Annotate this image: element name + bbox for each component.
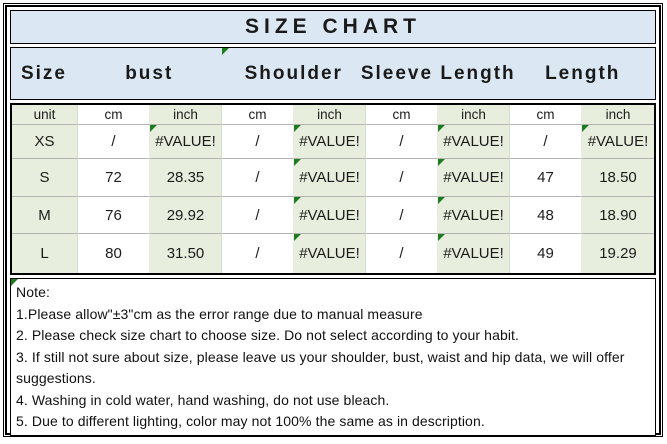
- error-indicator-icon: [438, 197, 445, 204]
- table-cell: 80: [78, 234, 150, 273]
- notes-heading: Note:: [16, 284, 50, 300]
- header-shoulder: Shoulder: [221, 48, 367, 99]
- table-cell: #VALUE!: [294, 125, 366, 159]
- table-cell: #VALUE!: [294, 159, 366, 197]
- unit-cm-cell: cm: [222, 105, 294, 125]
- note-line: 2. Please check size chart to choose siz…: [16, 327, 520, 343]
- unit-label-cell: unit: [12, 105, 78, 125]
- note-line: 4. Washing in cold water, hand washing, …: [16, 391, 390, 408]
- header-sleeve-length: Sleeve Length: [360, 62, 516, 84]
- error-indicator-icon: [582, 125, 589, 132]
- table-cell: /: [222, 197, 294, 234]
- table-cell: #VALUE!: [438, 234, 510, 273]
- table-cell: 19.29: [582, 234, 654, 273]
- table-cell: 18.50: [582, 159, 654, 197]
- table-cell: #VALUE!: [438, 159, 510, 197]
- size-chart-sheet: SIZE CHART Size bust Shoulder Sleeve Len…: [3, 3, 663, 437]
- table-cell: 18.90: [582, 197, 654, 234]
- table-cell: 76: [78, 197, 150, 234]
- table-cell: /: [366, 234, 438, 273]
- table-cell: 31.50: [150, 234, 222, 273]
- note-line: 1.Please allow"±3"cm as the error range …: [16, 305, 423, 322]
- table-cell: #VALUE!: [150, 125, 222, 159]
- table-cell: /: [222, 125, 294, 159]
- table-cell: /: [78, 125, 150, 159]
- table-cell: /: [510, 125, 582, 159]
- table-cell: /: [366, 159, 438, 197]
- table-cell: #VALUE!: [294, 234, 366, 273]
- unit-inch-cell: inch: [438, 105, 510, 125]
- table-cell: /: [366, 125, 438, 159]
- unit-cm-cell: cm: [366, 105, 438, 125]
- size-label-cell: M: [12, 197, 78, 234]
- size-label-cell: XS: [12, 125, 78, 159]
- error-indicator-icon: [294, 159, 301, 166]
- size-chart-title-bar: SIZE CHART: [10, 10, 656, 44]
- error-indicator-icon: [294, 234, 301, 241]
- column-header-row: Size bust Shoulder Sleeve Length Length: [10, 47, 656, 100]
- unit-inch-cell: inch: [294, 105, 366, 125]
- table-cell: #VALUE!: [582, 125, 654, 159]
- table-cell: 29.92: [150, 197, 222, 234]
- table-cell: 49: [510, 234, 582, 273]
- error-indicator-icon: [11, 279, 18, 286]
- table-cell: /: [222, 234, 294, 273]
- note-line: 5. Due to different lighting, color may …: [16, 413, 485, 429]
- table-cell: /: [222, 159, 294, 197]
- unit-inch-cell: inch: [582, 105, 654, 125]
- table-cell: 48: [510, 197, 582, 234]
- table-cell: /: [366, 197, 438, 234]
- error-indicator-icon: [438, 159, 445, 166]
- unit-cm-cell: cm: [78, 105, 150, 125]
- error-indicator-icon: [294, 125, 301, 132]
- unit-cm-cell: cm: [510, 105, 582, 125]
- error-indicator-icon: [438, 125, 445, 132]
- page-title: SIZE CHART: [245, 15, 421, 38]
- notes-panel: Note: 1.Please allow"±3"cm as the error …: [10, 278, 656, 436]
- size-label-cell: S: [12, 159, 78, 197]
- error-indicator-icon: [150, 125, 157, 132]
- table-cell: 28.35: [150, 159, 222, 197]
- error-indicator-icon: [438, 234, 445, 241]
- table-cell: #VALUE!: [438, 125, 510, 159]
- table-cell: #VALUE!: [294, 197, 366, 234]
- header-bust: bust: [125, 62, 174, 84]
- size-label-cell: L: [12, 234, 78, 273]
- size-chart-frame: SIZE CHART Size bust Shoulder Sleeve Len…: [5, 5, 661, 436]
- header-length: Length: [545, 62, 621, 84]
- note-line: 3. If still not sure about size, please …: [16, 348, 625, 387]
- unit-inch-cell: inch: [150, 105, 222, 125]
- table-cell: 72: [78, 159, 150, 197]
- error-indicator-icon: [294, 197, 301, 204]
- size-table: unit cm inch cm inch cm inch cm inch XS …: [10, 103, 656, 275]
- error-indicator-icon: [221, 48, 229, 55]
- table-cell: #VALUE!: [438, 197, 510, 234]
- table-cell: 47: [510, 159, 582, 197]
- header-size: Size: [20, 62, 68, 84]
